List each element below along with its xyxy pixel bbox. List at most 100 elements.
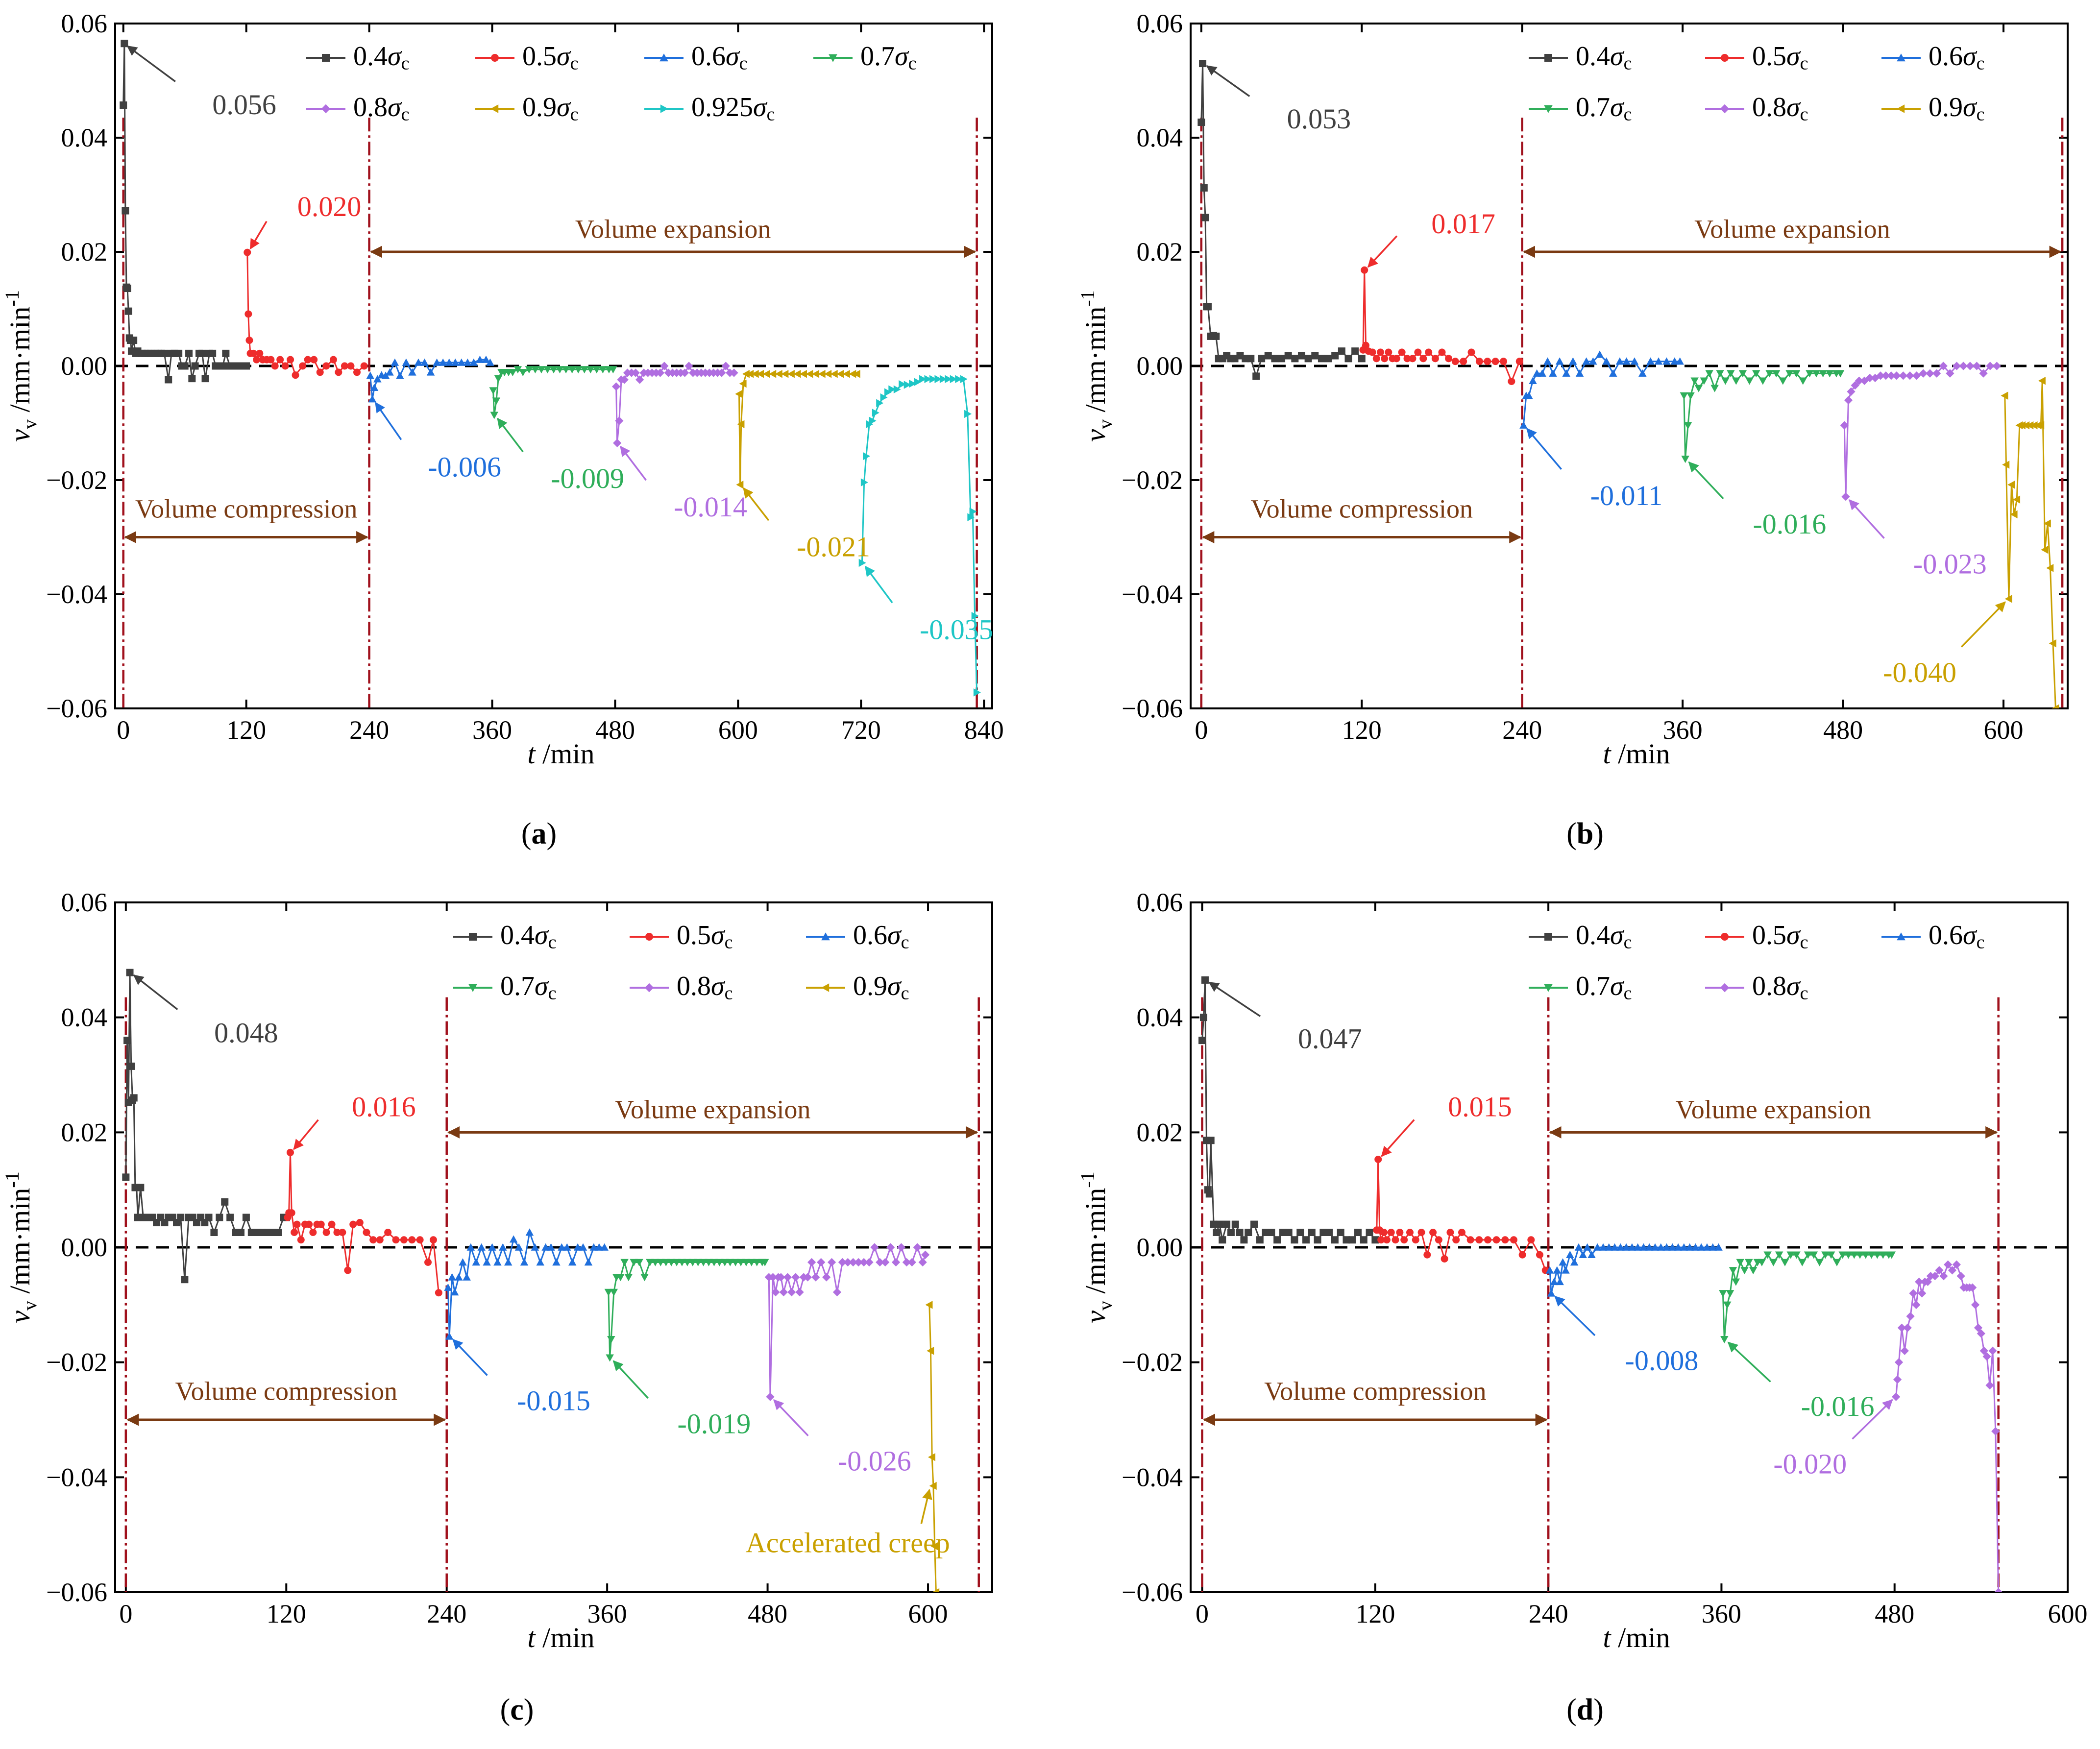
data-point	[919, 375, 927, 384]
data-point	[964, 410, 972, 418]
legend-label: 0.9σc	[853, 971, 909, 1003]
data-point	[1318, 355, 1325, 363]
data-point	[607, 1336, 615, 1343]
data-point	[486, 358, 494, 366]
data-point	[322, 1228, 330, 1236]
data-point	[753, 1259, 761, 1266]
data-point	[369, 1236, 377, 1244]
x-tick-label: 120	[1355, 1599, 1395, 1628]
data-point	[1338, 347, 1345, 355]
data-point	[925, 1301, 933, 1309]
data-point	[466, 1243, 475, 1251]
data-point	[353, 368, 361, 376]
data-point	[563, 1243, 571, 1251]
data-point	[1547, 1289, 1556, 1297]
data-point	[1223, 1220, 1231, 1228]
legend-item: 0.5σc	[1705, 920, 1808, 952]
data-point	[1690, 377, 1699, 385]
compression-label: Volume compression	[135, 494, 357, 523]
y-tick-label: 0.04	[61, 123, 108, 152]
legend-label: 0.8σc	[1752, 92, 1808, 124]
data-point	[836, 370, 844, 378]
data-point	[573, 1243, 582, 1251]
annotation-label: -0.035	[920, 614, 993, 646]
data-point	[735, 389, 743, 398]
annotation-label: -0.023	[1913, 548, 1987, 580]
data-point	[1331, 1236, 1339, 1244]
data-point	[1867, 1251, 1876, 1259]
data-point	[860, 478, 868, 486]
data-point	[1331, 352, 1339, 360]
data-point	[1720, 1336, 1729, 1343]
series-group	[120, 40, 981, 697]
data-point	[1213, 1228, 1221, 1236]
data-point	[1726, 1290, 1734, 1298]
data-point	[1909, 1289, 1918, 1298]
data-point	[1971, 1300, 1980, 1309]
data-point	[1319, 1228, 1327, 1236]
data-point	[579, 1243, 587, 1251]
data-point	[2022, 421, 2030, 430]
annotation-arrow	[1381, 1119, 1415, 1157]
data-point	[1392, 1236, 1399, 1244]
data-point	[783, 1273, 792, 1282]
x-axis-label: t /min	[528, 1622, 595, 1653]
data-point	[1271, 355, 1279, 363]
data-point	[292, 371, 299, 379]
data-point	[1438, 348, 1446, 356]
legend-item: 0.7σc	[813, 41, 917, 73]
data-point	[1435, 1236, 1442, 1244]
data-point	[165, 376, 172, 384]
data-point	[1278, 355, 1286, 363]
data-point	[1556, 1278, 1564, 1286]
data-point	[536, 1258, 544, 1266]
panel-caption: (b)	[1566, 817, 1604, 850]
legend-item: 0.8σc	[306, 92, 410, 124]
data-point	[137, 1184, 145, 1191]
data-point	[1518, 1251, 1526, 1259]
legend-marker	[645, 933, 653, 941]
data-point	[672, 1259, 681, 1266]
data-point	[339, 1228, 346, 1236]
data-point	[483, 1258, 491, 1266]
data-point	[209, 349, 217, 357]
data-point	[1676, 357, 1684, 365]
data-point	[742, 370, 750, 378]
data-point	[1231, 1220, 1239, 1228]
data-point	[242, 1214, 250, 1221]
data-point	[281, 362, 289, 370]
y-axis-label: vv /mm·min-1	[1, 290, 41, 441]
data-point	[376, 1236, 384, 1244]
data-point	[630, 1259, 638, 1266]
data-point	[310, 356, 318, 364]
data-point	[1484, 1236, 1491, 1244]
x-tick-label: 0	[1195, 715, 1208, 745]
data-point	[1409, 355, 1416, 363]
data-point	[1876, 371, 1885, 380]
data-point	[858, 559, 866, 567]
legend-marker	[1544, 933, 1552, 941]
compression-label: Volume compression	[175, 1376, 397, 1406]
data-point	[1988, 1346, 1997, 1355]
data-point	[2030, 421, 2038, 430]
data-point	[514, 1243, 523, 1251]
data-point	[122, 207, 129, 215]
data-point	[1279, 1228, 1287, 1236]
data-point	[381, 371, 390, 379]
data-point	[499, 1243, 507, 1251]
data-point	[130, 337, 138, 344]
data-point	[1381, 355, 1389, 363]
data-point	[1475, 358, 1483, 365]
legend-item: 0.4σc	[1529, 920, 1632, 952]
data-point	[899, 380, 906, 389]
annotation-arrow	[612, 1360, 649, 1399]
y-tick-label: 0.04	[1137, 1003, 1183, 1032]
data-point	[226, 1214, 234, 1221]
data-point	[777, 1273, 785, 1282]
data-point	[541, 1243, 550, 1251]
data-point	[881, 1258, 890, 1267]
data-point	[929, 375, 937, 384]
legend-marker	[1720, 104, 1730, 114]
legend-item: 0.9σc	[1881, 92, 1985, 124]
